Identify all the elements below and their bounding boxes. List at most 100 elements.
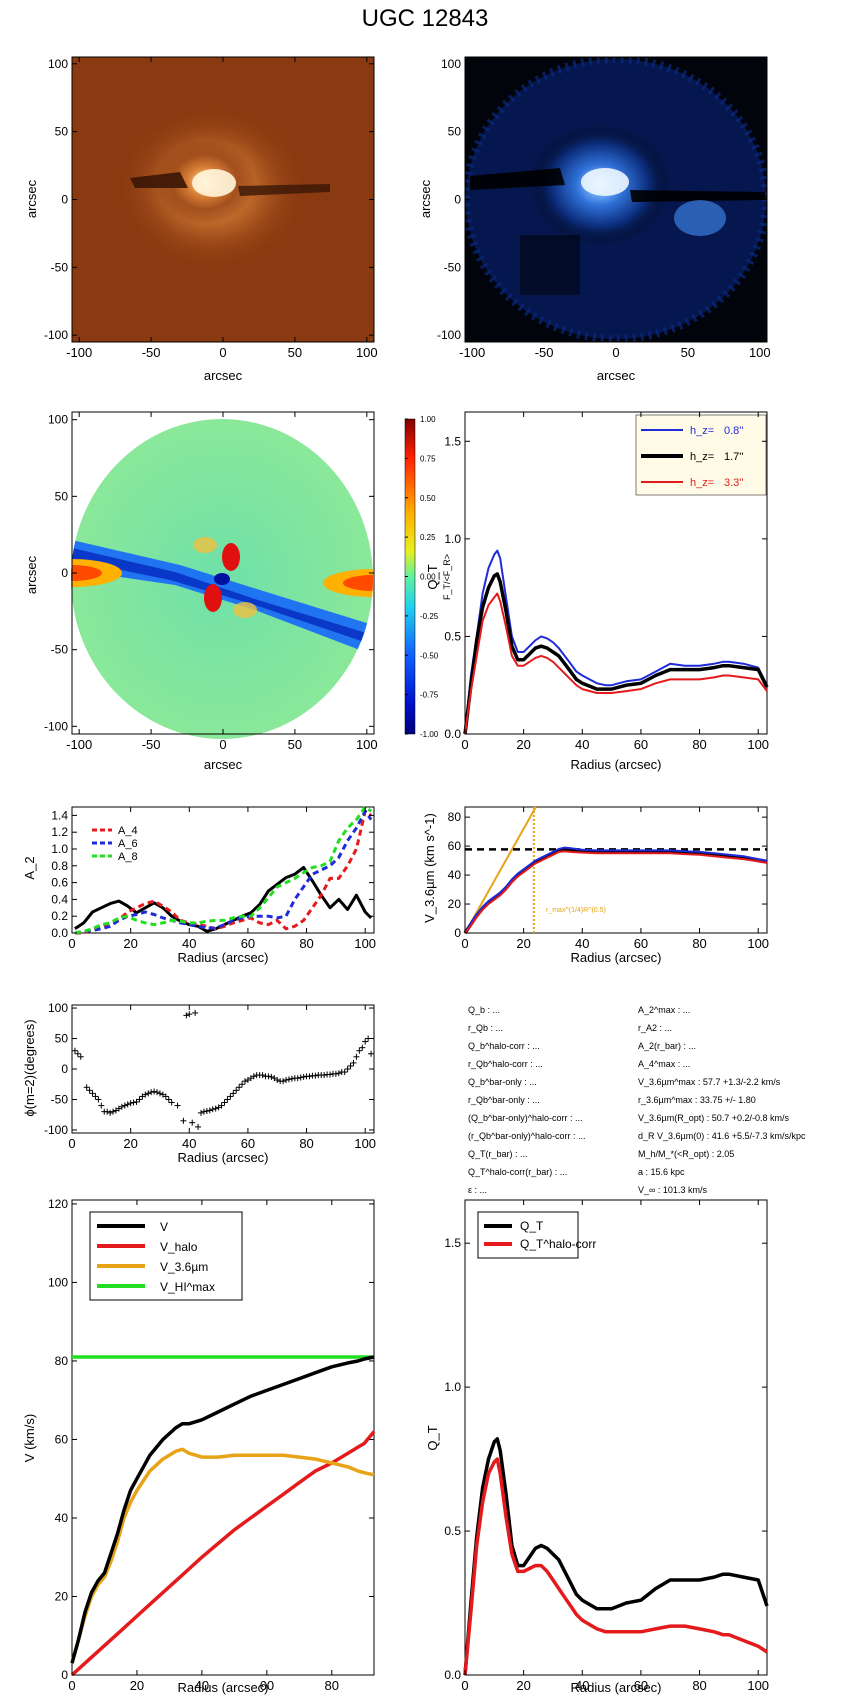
phase-ytick-label: 50 bbox=[55, 1032, 69, 1046]
v36-series bbox=[463, 806, 768, 934]
v-all-series bbox=[70, 1355, 376, 1677]
ratio-xtick-label: 100 bbox=[356, 737, 378, 752]
phase-point bbox=[206, 1107, 213, 1114]
phase-point bbox=[86, 1087, 93, 1094]
v-all-ytick-label: 0 bbox=[61, 1668, 68, 1682]
phase-point bbox=[265, 1073, 272, 1080]
colorbar-tick-label: 0.75 bbox=[420, 454, 436, 463]
phase-point bbox=[297, 1074, 304, 1081]
am-legend-label: A_8 bbox=[118, 851, 138, 863]
am-legend: A_4A_6A_8 bbox=[92, 825, 138, 863]
phase-point bbox=[127, 1100, 134, 1107]
phase-point bbox=[189, 1119, 196, 1126]
param-right-label: d_R V_3.6µm(0) : 41.6 +5.5/-7.3 km/s/kpc bbox=[638, 1131, 806, 1141]
phase-point bbox=[186, 1011, 193, 1018]
orange-ytick-label: 50 bbox=[55, 125, 69, 139]
qt-halo-ylabel: Q_T bbox=[425, 1425, 440, 1450]
am-line-0 bbox=[74, 866, 373, 933]
v36-xtick-label: 20 bbox=[516, 936, 530, 951]
panel-am: A_4A_6A_8 Radius (arcsec) A_2 0 20 40 60 80 1… bbox=[22, 805, 376, 965]
ratio-red-blob-top bbox=[222, 543, 240, 571]
blue-xtick-label: 0 bbox=[612, 345, 619, 360]
v-all-xlabel: Radius (arcsec) bbox=[177, 1680, 268, 1695]
param-left-label: r_Qb^halo-corr : ... bbox=[468, 1059, 543, 1069]
phase-point bbox=[156, 1090, 163, 1097]
phase-point bbox=[148, 1089, 155, 1096]
v-all-legend-label: V_HI^max bbox=[160, 1280, 215, 1294]
param-right-label: V_3.6µm(R_opt) : 50.7 +0.2/-0.8 km/s bbox=[638, 1113, 790, 1123]
ratio-ytick-label: 100 bbox=[48, 413, 68, 427]
panel-qt-hz: h_z= 0.8'' h_z= 1.7'' h_z= 3.3'' Radius (arcs… bbox=[425, 411, 769, 772]
v-all-ytick-label: 100 bbox=[48, 1275, 68, 1289]
phase-point bbox=[203, 1108, 210, 1115]
phase-point bbox=[180, 1117, 187, 1124]
am-ytick-label: 1.2 bbox=[51, 825, 68, 839]
orange-xlabel: arcsec bbox=[204, 368, 243, 383]
panel-qt-halo: Q_T Q_T^halo-corr Radius (arcsec) Q_T 0 20… bbox=[425, 1199, 769, 1695]
phase-point bbox=[280, 1078, 287, 1085]
phase-point bbox=[306, 1073, 313, 1080]
qt-hz-legend-value: 3.3'' bbox=[724, 477, 744, 489]
colorbar-tick-label: -0.25 bbox=[420, 612, 439, 621]
ratio-xtick-label: -50 bbox=[142, 737, 161, 752]
blue-xlabel: arcsec bbox=[597, 368, 636, 383]
qt-halo-ytick-label: 1.0 bbox=[444, 1380, 461, 1394]
phase-point bbox=[195, 1123, 202, 1130]
phase-point bbox=[368, 1050, 375, 1057]
param-left-label: Q_b : ... bbox=[468, 1005, 500, 1015]
figure-title: UGC 12843 bbox=[362, 5, 489, 32]
qt-hz-line-0 bbox=[464, 549, 768, 735]
ratio-colorbar-ticks: 1.00 0.75 0.50 0.25 0.00 -0.25 -0.50 -0.75 -1.00 bbox=[405, 415, 439, 739]
orange-dust-lane bbox=[130, 172, 188, 188]
v36-linear-fit bbox=[464, 806, 537, 934]
phase-point bbox=[192, 1009, 199, 1016]
am-series bbox=[74, 805, 373, 935]
v-all-xtick-label: 20 bbox=[130, 1678, 144, 1693]
colorbar-tick-label: 0.50 bbox=[420, 494, 436, 503]
ratio-ylabel: arcsec bbox=[24, 555, 39, 594]
qt-hz-ylabel: Q_T bbox=[425, 564, 440, 589]
v-all-xtick-label: 40 bbox=[195, 1678, 209, 1693]
colorbar-tick-label: 1.00 bbox=[420, 415, 436, 424]
ratio-xtick-label: 50 bbox=[288, 737, 302, 752]
colorbar-tick-label: -0.75 bbox=[420, 691, 439, 700]
v36-ytick-label: 60 bbox=[448, 839, 462, 853]
colorbar-tick-label: 0.25 bbox=[420, 533, 436, 542]
v36-ytick-label: 40 bbox=[448, 868, 462, 882]
phase-point bbox=[77, 1053, 84, 1060]
panel-phase: Radius (arcsec) ϕ(m=2)(degrees) 0 20 40 60 8… bbox=[22, 1001, 376, 1165]
phase-point bbox=[347, 1062, 354, 1069]
phase-point bbox=[200, 1108, 207, 1115]
param-right-label: V_∞ : 101.3 km/s bbox=[638, 1185, 707, 1195]
qt-halo-legend-label: Q_T^halo-corr bbox=[520, 1237, 596, 1251]
qt-hz-legend-label: h_z= bbox=[690, 477, 714, 489]
qt-hz-legend-label: h_z= bbox=[690, 425, 714, 437]
phase-point bbox=[136, 1096, 143, 1103]
qt-hz-xtick-label: 100 bbox=[747, 737, 769, 752]
phase-point bbox=[294, 1075, 301, 1082]
v-all-legend: V V_halo V_3.6µm V_HI^max bbox=[97, 1220, 215, 1294]
phase-point bbox=[130, 1099, 137, 1106]
am-ytick-label: 1.4 bbox=[51, 808, 68, 822]
phase-point bbox=[209, 1106, 216, 1113]
blue-xtick-label: 100 bbox=[749, 345, 771, 360]
am-xtick-label: 0 bbox=[68, 936, 75, 951]
orange-ytick-label: -50 bbox=[51, 260, 69, 274]
blue-galaxy-emission bbox=[465, 57, 767, 342]
orange-xtick-label: 50 bbox=[288, 345, 302, 360]
phase-point bbox=[218, 1102, 225, 1109]
phase-point bbox=[124, 1101, 131, 1108]
v36-xtick-label: 100 bbox=[747, 936, 769, 951]
colorbar-tick-label: 0.00 bbox=[420, 573, 436, 582]
v-all-legend-label: V_3.6µm bbox=[160, 1260, 208, 1274]
am-xtick-label: 20 bbox=[123, 936, 137, 951]
panel-v-all: V V_halo V_3.6µm V_HI^max Radius (arcsec) V… bbox=[22, 1197, 376, 1695]
am-ylabel: A_2 bbox=[22, 856, 37, 879]
v-all-legend-label: V_halo bbox=[160, 1240, 198, 1254]
blue-ytick-label: 100 bbox=[441, 57, 461, 71]
am-xlabel: Radius (arcsec) bbox=[177, 950, 268, 965]
v36-annotation: r_max^(1/4)R^(0.5) bbox=[546, 907, 606, 914]
qt-halo-xtick-label: 40 bbox=[575, 1678, 589, 1693]
ratio-ytick-label: -50 bbox=[51, 643, 69, 657]
qt-hz-legend-value: 1.7'' bbox=[724, 451, 744, 463]
